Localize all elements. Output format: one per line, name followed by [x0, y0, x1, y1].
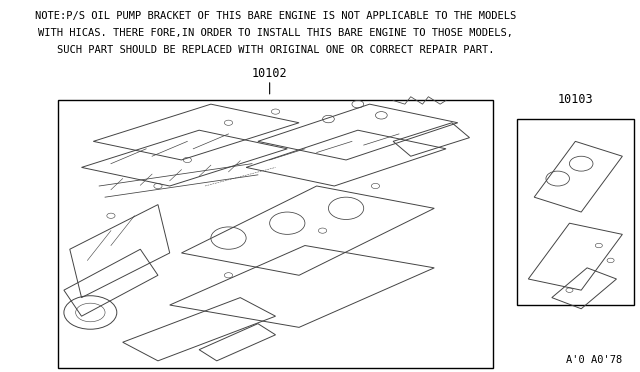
- Text: 10103: 10103: [557, 93, 593, 106]
- Text: 10102: 10102: [252, 67, 287, 80]
- Bar: [516, 119, 634, 305]
- Bar: [58, 100, 493, 368]
- Text: WITH HICAS. THERE FORE,IN ORDER TO INSTALL THIS BARE ENGINE TO THOSE MODELS,: WITH HICAS. THERE FORE,IN ORDER TO INSTA…: [38, 28, 513, 38]
- Text: NOTE:P/S OIL PUMP BRACKET OF THIS BARE ENGINE IS NOT APPLICABLE TO THE MODELS: NOTE:P/S OIL PUMP BRACKET OF THIS BARE E…: [35, 11, 516, 21]
- Text: SUCH PART SHOULD BE REPLACED WITH ORIGINAL ONE OR CORRECT REPAIR PART.: SUCH PART SHOULD BE REPLACED WITH ORIGIN…: [57, 45, 494, 55]
- Text: A'0 A0'78: A'0 A0'78: [566, 355, 622, 365]
